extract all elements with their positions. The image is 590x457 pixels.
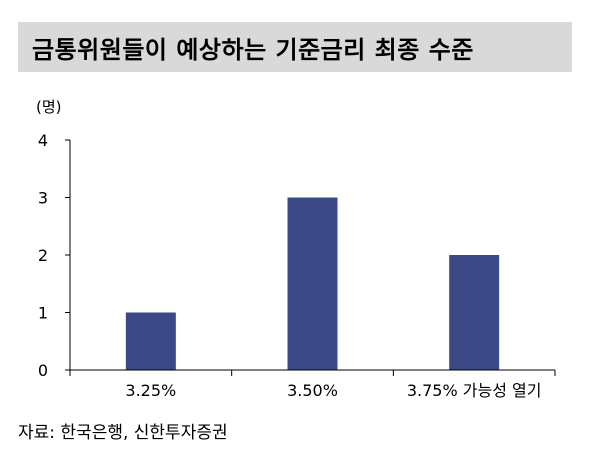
title-bar: 금통위원들이 예상하는 기준금리 최종 수준 — [18, 22, 572, 72]
y-tick-label: 3 — [38, 189, 48, 208]
x-tick-label: 3.75% 가능성 열기 — [407, 381, 542, 400]
y-tick-label: 0 — [38, 361, 48, 380]
bar-0 — [125, 312, 176, 370]
source-note: 자료: 한국은행, 신한투자증권 — [18, 423, 228, 443]
x-axis-ticks: 3.25% 3.50% 3.75% 가능성 열기 — [69, 370, 556, 400]
chart-title: 금통위원들이 예상하는 기준금리 최종 수준 — [32, 35, 474, 64]
x-tick-label: 3.50% — [287, 381, 338, 400]
x-tick-label: 3.25% — [125, 381, 176, 400]
y-axis-ticks: 0 1 2 3 4 — [38, 131, 70, 380]
bar-1 — [287, 197, 338, 370]
bar-2 — [449, 255, 500, 370]
y-axis-unit-label: (명) — [36, 98, 62, 116]
bars — [125, 197, 500, 370]
y-tick-label: 2 — [38, 246, 48, 265]
y-tick-label: 1 — [38, 304, 48, 323]
y-tick-label: 4 — [38, 131, 48, 150]
